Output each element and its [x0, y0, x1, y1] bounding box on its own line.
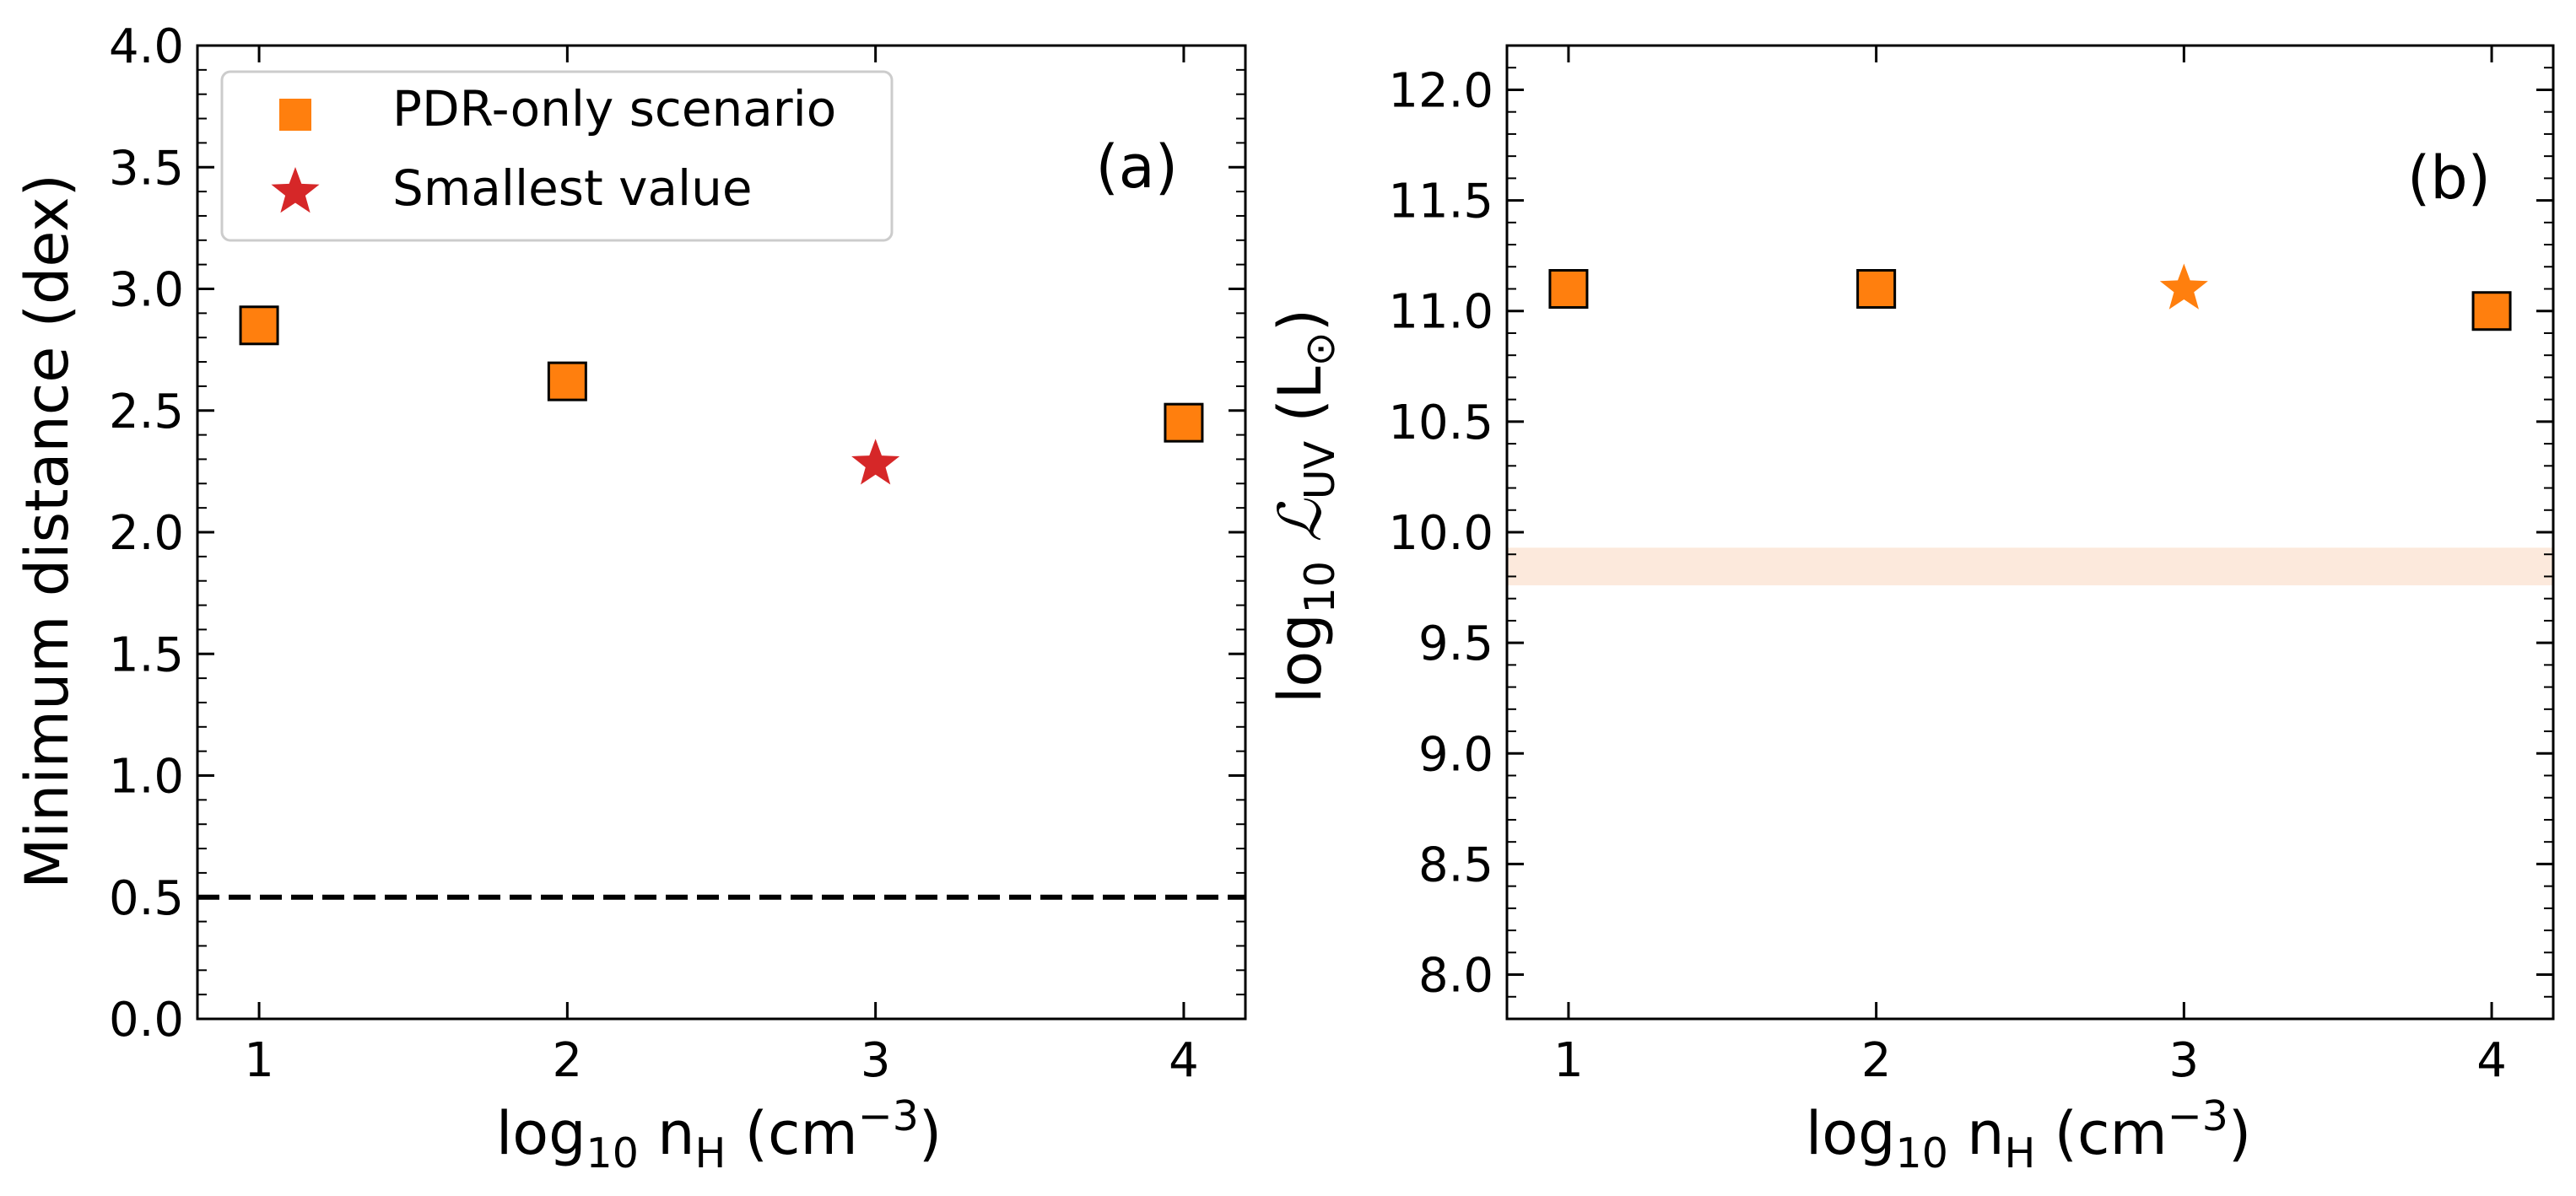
- y-tick-label: 2.5: [109, 385, 184, 439]
- y-tick-label: 1.0: [109, 750, 184, 805]
- square-marker: [2471, 291, 2512, 331]
- y-tick-label: 10.5: [1388, 396, 1493, 450]
- star-marker: [2159, 263, 2208, 310]
- x-tick-label: 3: [861, 1033, 891, 1088]
- y-tick-label: 4.0: [109, 19, 184, 74]
- y-tick-label: 0.5: [109, 871, 184, 926]
- y-axis-label-a: Minimum distance (dex): [13, 174, 82, 889]
- y-axis-label-b: log10 ℒUV (L⊙): [1266, 309, 1344, 703]
- panel-label-b: (b): [2407, 143, 2491, 213]
- axes-frame: [196, 44, 1247, 1021]
- square-marker: [1548, 269, 1589, 309]
- y-tick-label: 1.5: [109, 628, 184, 682]
- legend-label-pdr-only: PDR-only scenario: [392, 80, 836, 137]
- data-points: [1548, 263, 2512, 331]
- major-ticks: [1507, 46, 2553, 1019]
- y-tick-label: 0.0: [109, 993, 184, 1048]
- x-tick-labels: 1 2 3 4: [244, 1033, 1199, 1088]
- x-tick-label: 2: [553, 1033, 583, 1088]
- legend-box: [220, 70, 894, 242]
- legend-label-smallest-value: Smallest value: [392, 159, 753, 217]
- y-tick-label: 11.5: [1388, 175, 1493, 229]
- y-tick-labels: 8.0 8.5 9.0 9.5 10.0 10.5 11.0 11.5 12.0: [1388, 63, 1493, 1003]
- x-tick-label: 3: [2169, 1033, 2200, 1088]
- square-marker: [1856, 269, 1897, 309]
- data-points: [239, 305, 1204, 485]
- y-tick-label: 3.0: [109, 263, 184, 318]
- x-axis-label-a: log10 nH (cm−3): [496, 1092, 942, 1177]
- y-tick-labels: 0.0 0.5 1.0 1.5 2.0 2.5 3.0 3.5 4.0: [109, 19, 184, 1048]
- x-tick-label: 2: [1861, 1033, 1892, 1088]
- legend: PDR-only scenario Smallest value: [220, 70, 894, 242]
- x-tick-label: 1: [244, 1033, 274, 1088]
- y-tick-label: 8.0: [1418, 949, 1493, 1004]
- y-tick-label: 9.0: [1418, 727, 1493, 782]
- y-tick-label: 12.0: [1388, 63, 1493, 118]
- y-tick-label: 9.5: [1418, 617, 1493, 671]
- y-tick-label: 2.0: [109, 506, 184, 561]
- y-tick-label: 8.5: [1418, 838, 1493, 892]
- y-minor-ticks: [1507, 45, 2553, 1020]
- panel-b: 8.0 8.5 9.0 9.5 10.0 10.5 11.0 11.5 12.0 1 2 3 4 (b…: [1266, 44, 2555, 1177]
- square-marker: [547, 361, 587, 401]
- legend-square-marker: [279, 99, 311, 131]
- axes-frame: [1505, 44, 2555, 1021]
- panel-a: 0.0 0.5 1.0 1.5 2.0 2.5 3.0 3.5 4.0 1 2 3 4 PDR-onl…: [13, 19, 1247, 1177]
- legend-star-marker: [271, 167, 320, 213]
- y-tick-label: 10.0: [1388, 506, 1493, 561]
- panel-label-a: (a): [1095, 132, 1178, 202]
- x-tick-label: 4: [1169, 1033, 1199, 1088]
- x-tick-label: 1: [1553, 1033, 1584, 1088]
- y-tick-label: 3.5: [109, 141, 184, 196]
- square-marker: [1164, 402, 1204, 443]
- star-marker: [851, 439, 900, 485]
- x-tick-labels: 1 2 3 4: [1553, 1033, 2507, 1088]
- square-marker: [239, 305, 279, 346]
- y-tick-label: 11.0: [1388, 285, 1493, 340]
- x-tick-label: 4: [2476, 1033, 2507, 1088]
- luminosity-band: [1507, 547, 2553, 585]
- x-axis-label-b: log10 nH (cm−3): [1806, 1092, 2251, 1177]
